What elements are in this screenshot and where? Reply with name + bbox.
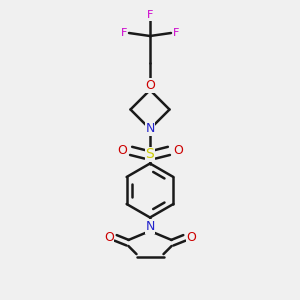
Text: F: F [120,28,127,38]
Text: O: O [186,231,196,244]
Text: F: F [147,10,153,20]
Text: N: N [145,122,155,136]
Text: O: O [173,143,183,157]
Text: O: O [117,143,127,157]
Text: N: N [145,220,155,233]
Text: S: S [146,148,154,161]
Text: F: F [173,28,180,38]
Text: O: O [104,231,114,244]
Text: O: O [145,79,155,92]
